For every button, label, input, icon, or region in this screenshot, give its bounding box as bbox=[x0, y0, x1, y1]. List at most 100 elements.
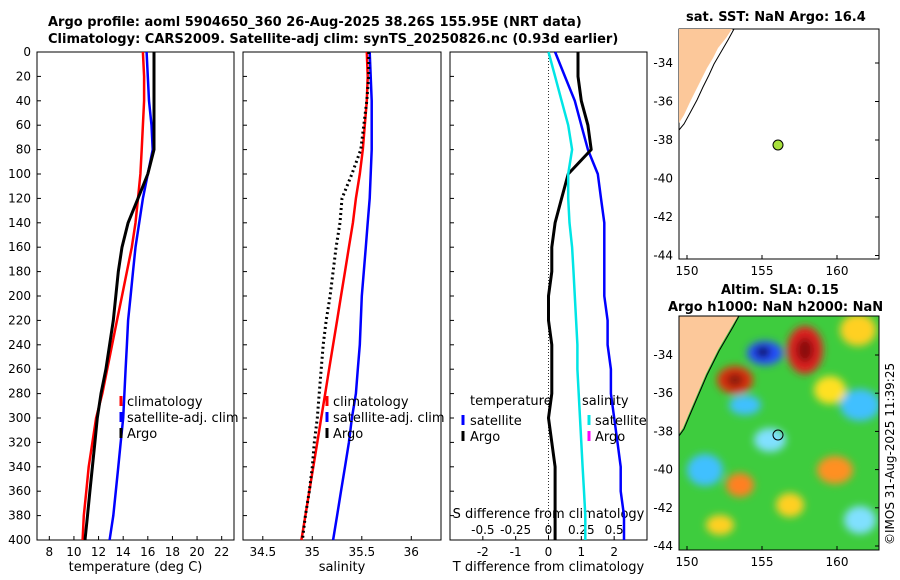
y-tick-label: 20 bbox=[16, 69, 31, 83]
x-tick-label: 20 bbox=[189, 545, 204, 559]
difference-x-axis-label: T difference from climatology bbox=[452, 560, 645, 575]
x-tick-label: -2 bbox=[477, 545, 489, 559]
sst-land bbox=[679, 29, 732, 123]
y-tick-label: 280 bbox=[8, 387, 31, 401]
x-tick-label: 22 bbox=[214, 545, 229, 559]
x-tick-label: 34.5 bbox=[249, 545, 276, 559]
x-tick-label: 35 bbox=[305, 545, 320, 559]
legend-label: climatology bbox=[127, 395, 203, 410]
y-tick-label: 340 bbox=[8, 460, 31, 474]
sst-map-title: sat. SST: NaN Argo: 16.4 bbox=[686, 10, 866, 25]
legend-label: climatology bbox=[333, 395, 409, 410]
sla_map-lon-label: 150 bbox=[676, 555, 699, 569]
sla-map-title-line1: Altim. SLA: 0.15 bbox=[721, 283, 839, 298]
x-tick-label: 35.5 bbox=[348, 545, 375, 559]
y-tick-label: 300 bbox=[8, 411, 31, 425]
y-tick-label: 60 bbox=[16, 118, 31, 132]
x-tick-label: 1 bbox=[578, 545, 586, 559]
sla-argo-marker bbox=[772, 429, 784, 441]
sst_map-lon-label: 150 bbox=[676, 264, 699, 278]
legend-label: Argo bbox=[470, 430, 500, 445]
sla-map bbox=[678, 315, 880, 551]
sst_map-lat-label: -36 bbox=[653, 95, 673, 109]
y-tick-label: 320 bbox=[8, 435, 31, 449]
sst-argo-marker bbox=[772, 139, 784, 151]
y-tick-label: 180 bbox=[8, 265, 31, 279]
legend-label: satellite bbox=[595, 414, 647, 429]
sst_map-lat-label: -44 bbox=[653, 249, 673, 263]
y-tick-label: 0 bbox=[23, 45, 31, 59]
sla-field-anomalies bbox=[687, 316, 879, 535]
sla-coastline bbox=[678, 315, 740, 437]
salinity-x-axis-label: salinity bbox=[319, 560, 366, 575]
x2-tick-label: 0.5 bbox=[605, 523, 624, 537]
x-tick-label: 16 bbox=[140, 545, 155, 559]
y-tick-label: 80 bbox=[16, 143, 31, 157]
sst_map-lat-label: -40 bbox=[653, 172, 673, 186]
sst_map-lon-label: 155 bbox=[751, 264, 774, 278]
sla_map-lon-label: 160 bbox=[826, 555, 849, 569]
sla_map-lat-label: -42 bbox=[653, 501, 673, 515]
imos-timestamp-watermark: ©IMOS 31-Aug-2025 11:39:25 bbox=[883, 362, 897, 545]
y-tick-label: 160 bbox=[8, 240, 31, 254]
x2-tick-label: -0.25 bbox=[500, 523, 531, 537]
x-tick-label: 36 bbox=[404, 545, 419, 559]
x-tick-label: 12 bbox=[91, 545, 106, 559]
legend-label: Argo bbox=[127, 427, 157, 442]
y-tick-label: 240 bbox=[8, 338, 31, 352]
salinity-series-argo bbox=[300, 52, 371, 541]
temperature-series-satellite-adj-clim bbox=[108, 51, 154, 541]
chart-marks: 0204060801001201401601802002202402602803… bbox=[8, 45, 879, 575]
difference-series-salinity-satellite bbox=[547, 51, 587, 540]
y-tick-label: 220 bbox=[8, 313, 31, 327]
x-tick-label: 10 bbox=[66, 545, 81, 559]
x-tick-label: 14 bbox=[116, 545, 131, 559]
y-tick-label: 120 bbox=[8, 191, 31, 205]
sla-map-frame bbox=[678, 315, 880, 551]
y-tick-label: 140 bbox=[8, 216, 31, 230]
temperature-series-argo bbox=[83, 52, 156, 541]
x-tick-label: 18 bbox=[165, 545, 180, 559]
temperature-panel-frame bbox=[36, 51, 235, 541]
sst-isobath bbox=[678, 28, 735, 131]
sla_map-lat-label: -36 bbox=[653, 386, 673, 400]
legend-label: satellite bbox=[470, 414, 522, 429]
sst_map-lat-label: -38 bbox=[653, 133, 673, 147]
y-tick-label: 200 bbox=[8, 289, 31, 303]
y-tick-label: 400 bbox=[8, 533, 31, 547]
y-tick-label: 380 bbox=[8, 509, 31, 523]
difference-series-temperature-argo bbox=[547, 52, 593, 540]
difference-legend-salinity-title: salinity bbox=[582, 394, 629, 409]
sst_map-lon-label: 160 bbox=[826, 264, 849, 278]
sst_map-lat-label: -42 bbox=[653, 210, 673, 224]
x2-tick-label: -0.5 bbox=[471, 523, 494, 537]
legend-label: Argo bbox=[333, 427, 363, 442]
sla_map-lat-label: -34 bbox=[653, 348, 673, 362]
sst_map-lat-label: -34 bbox=[653, 56, 673, 70]
temperature-series-climatology bbox=[81, 51, 146, 541]
x-tick-label: -1 bbox=[510, 545, 522, 559]
figure-title-line1: Argo profile: aoml 5904650_360 26-Aug-20… bbox=[48, 15, 582, 30]
x-tick-label: 8 bbox=[45, 545, 53, 559]
temperature-x-axis-label: temperature (deg C) bbox=[69, 560, 203, 575]
y-tick-label: 40 bbox=[16, 94, 31, 108]
sla_map-lon-label: 155 bbox=[751, 555, 774, 569]
y-tick-label: 360 bbox=[8, 484, 31, 498]
difference-series-temperature-satellite bbox=[553, 51, 626, 540]
sla-land bbox=[679, 316, 738, 434]
sla_map-lat-label: -40 bbox=[653, 463, 673, 477]
legend-label: satellite-adj. clim bbox=[127, 411, 239, 426]
sla-map-title-line2: Argo h1000: NaN h2000: NaN bbox=[668, 300, 884, 315]
salinity-series-satellite-adj-clim bbox=[331, 51, 373, 541]
y-tick-label: 260 bbox=[8, 362, 31, 376]
x-tick-label: 0 bbox=[545, 545, 553, 559]
y-tick-label: 100 bbox=[8, 167, 31, 181]
figure-title-line2: Climatology: CARS2009. Satellite-adj cli… bbox=[48, 32, 619, 47]
difference-legend-temperature-title: temperature bbox=[470, 394, 552, 409]
sla_map-lat-label: -44 bbox=[653, 539, 673, 553]
legend-label: Argo bbox=[595, 430, 625, 445]
sla_map-lat-label: -38 bbox=[653, 424, 673, 438]
x2-tick-label: 0.25 bbox=[568, 523, 595, 537]
sst-map bbox=[678, 28, 880, 260]
